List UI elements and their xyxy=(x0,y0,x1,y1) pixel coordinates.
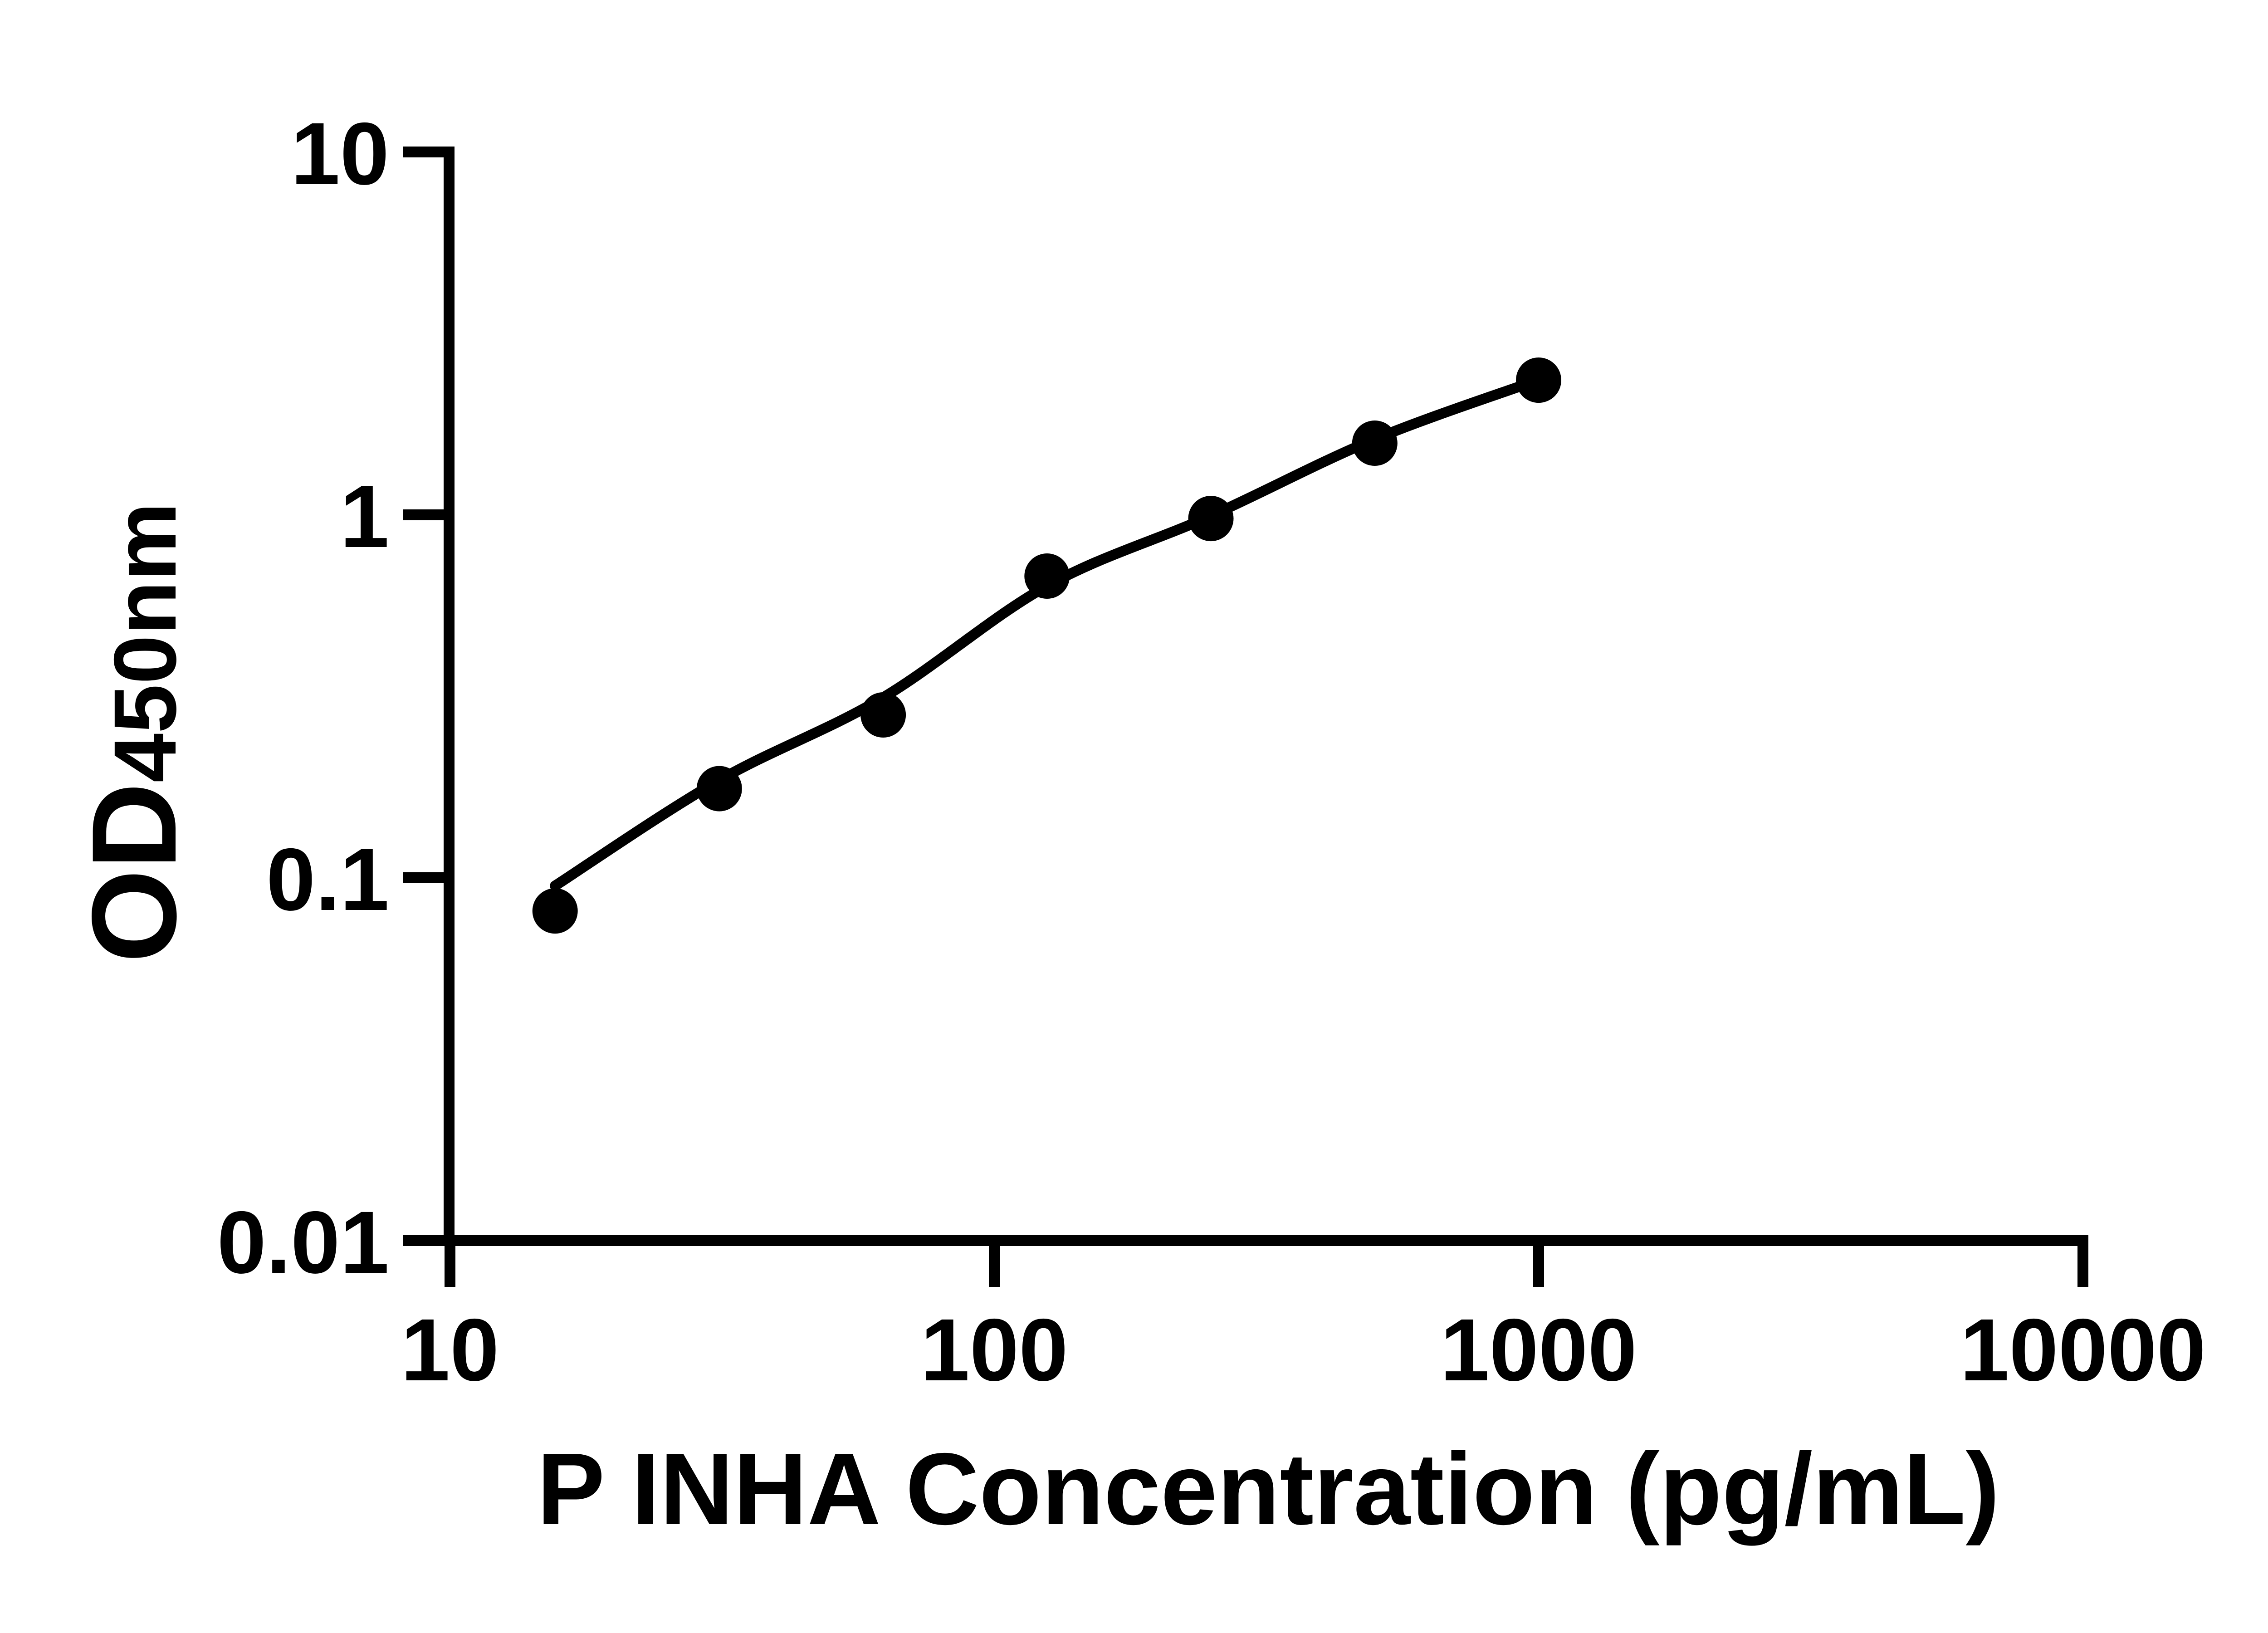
x-axis-tick-label: 10 xyxy=(401,1301,499,1399)
x-axis-line xyxy=(444,1235,2088,1246)
y-axis-tick-label: 10 xyxy=(291,104,389,203)
x-axis-tick-label: 1000 xyxy=(1440,1301,1637,1399)
x-axis-tick-label: 100 xyxy=(920,1301,1068,1399)
y-axis-title-subscript: 450nm xyxy=(96,502,195,782)
data-points-group xyxy=(532,357,1561,934)
data-point xyxy=(1352,420,1398,466)
x-axis-tick xyxy=(989,1246,1000,1287)
data-point xyxy=(696,766,742,812)
x-axis-tick xyxy=(1533,1246,1544,1287)
x-axis-tick-label: 10000 xyxy=(1960,1301,2206,1399)
x-axis-tick xyxy=(445,1246,455,1287)
y-axis-tick xyxy=(403,872,444,883)
y-axis-tick xyxy=(403,509,444,520)
y-axis-title: OD450nm xyxy=(67,502,201,963)
y-axis-tick xyxy=(403,147,444,157)
data-point xyxy=(1516,357,1561,403)
y-axis-tick-label: 1 xyxy=(340,467,389,566)
x-axis-tick xyxy=(2077,1246,2088,1287)
y-axis-title-main: OD xyxy=(67,782,201,963)
data-point xyxy=(860,692,906,738)
y-axis-line xyxy=(444,147,455,1246)
data-point xyxy=(1024,553,1070,599)
data-point xyxy=(532,888,578,934)
y-axis-tick-label: 0.01 xyxy=(217,1193,389,1292)
axis-titles-group: P INHA Concentration (pg/mL) OD450nm xyxy=(67,502,1999,1546)
data-point xyxy=(1188,496,1234,542)
x-axis-title: P INHA Concentration (pg/mL) xyxy=(537,1432,2000,1546)
y-axis-tick-label: 0.1 xyxy=(266,830,389,929)
y-axis-tick xyxy=(403,1235,444,1246)
